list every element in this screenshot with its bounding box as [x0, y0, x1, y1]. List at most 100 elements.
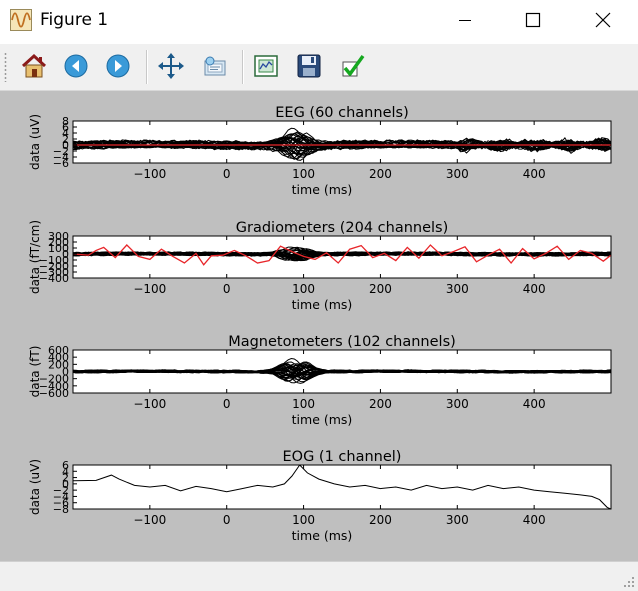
figure-canvas[interactable]: EEG (60 channels) −100 0 100 200 300 400 8 6 4 2 0−…: [0, 91, 638, 561]
y-tick-label: 0: [62, 139, 69, 152]
plot-area: [73, 244, 611, 266]
edit-parameters-button[interactable]: [336, 50, 368, 82]
navigation-toolbar: [0, 44, 638, 91]
y-tick-label: 4: [62, 465, 69, 478]
y-tick-label: −8: [53, 503, 69, 516]
x-tick-label: 0: [223, 282, 231, 296]
y-tick-label: −200: [39, 260, 69, 273]
axes-frame: [72, 464, 612, 510]
y-tick-label: 400: [48, 351, 69, 364]
x-tick-label: 100: [292, 282, 315, 296]
x-tick-label: 200: [369, 513, 392, 527]
axes-frame: [72, 120, 612, 164]
channel-trace: [73, 132, 611, 151]
maximize-icon: [525, 12, 541, 28]
window-titlebar: Figure 1: [0, 0, 638, 44]
subplot-title: EEG (60 channels): [275, 105, 408, 121]
x-tick-label: 400: [523, 282, 546, 296]
subplot-title: EOG (1 channel): [283, 449, 402, 465]
y-tick-label: 0: [62, 366, 69, 379]
x-tick-label: −100: [133, 282, 166, 296]
x-tick-label: −100: [133, 513, 166, 527]
y-tick-label: −4: [53, 490, 69, 503]
channel-trace: [73, 366, 611, 374]
home-icon: [21, 53, 47, 78]
x-tick-label: 0: [223, 513, 231, 527]
minimize-icon: [459, 20, 471, 21]
y-tick-label: −200: [39, 373, 69, 386]
x-tick-label: −100: [133, 167, 166, 181]
x-tick-label: −100: [133, 397, 166, 411]
axes-background: [73, 236, 611, 278]
forward-arrow-icon: [106, 54, 130, 78]
save-button[interactable]: [293, 50, 325, 82]
x-tick-label: 200: [369, 397, 392, 411]
checkmark-icon: [342, 54, 365, 77]
highlight-trace: [73, 244, 611, 266]
axes-frame: [72, 235, 612, 279]
subplot-2: Gradiometers (204 channels)−100 0 100 200 30…: [28, 220, 612, 312]
eog-trace: [73, 465, 611, 509]
back-button[interactable]: [60, 50, 92, 82]
toolbar-grip[interactable]: [4, 52, 7, 82]
close-icon: [595, 12, 611, 28]
y-tick-label: 0: [62, 248, 69, 261]
pan-arrows-icon: [158, 53, 184, 79]
plot-area: [73, 465, 611, 509]
y-tick-label: 0: [62, 478, 69, 491]
y-tick-label: 8: [62, 115, 69, 128]
y-tick-label: 100: [48, 242, 69, 255]
status-bar: [0, 561, 638, 591]
y-tick-label: −2: [53, 145, 69, 158]
x-axis-label: time (ms): [292, 182, 353, 197]
home-button[interactable]: [18, 50, 50, 82]
x-axis-label: time (ms): [292, 412, 353, 427]
y-tick-label: −2: [53, 484, 69, 497]
minimize-button[interactable]: [442, 0, 488, 40]
y-tick-label: −400: [39, 272, 69, 285]
x-tick-label: 300: [446, 167, 469, 181]
x-tick-label: 400: [523, 167, 546, 181]
y-axis-label: data (uV): [28, 114, 42, 170]
y-tick-label: −100: [39, 254, 69, 267]
close-button[interactable]: [580, 0, 626, 40]
x-tick-label: 100: [292, 167, 315, 181]
y-axis-label: data (fT): [28, 346, 42, 398]
forward-button[interactable]: [102, 50, 134, 82]
zoom-button[interactable]: [199, 50, 231, 82]
y-tick-label: −4: [53, 151, 69, 164]
maximize-button[interactable]: [510, 0, 556, 40]
x-tick-label: 0: [223, 167, 231, 181]
zoom-rect-icon: [204, 56, 226, 76]
y-tick-label: 300: [48, 230, 69, 243]
y-tick-label: 2: [62, 472, 69, 485]
y-tick-label: −400: [39, 380, 69, 393]
x-tick-label: 300: [446, 282, 469, 296]
pan-button[interactable]: [155, 50, 187, 82]
x-tick-label: 300: [446, 397, 469, 411]
plot-area: [73, 357, 611, 384]
matplotlib-figure-icon: [10, 9, 32, 31]
plot-area: [73, 127, 611, 161]
x-tick-label: 100: [292, 397, 315, 411]
x-tick-label: 400: [523, 513, 546, 527]
x-axis-label: time (ms): [292, 528, 353, 543]
x-tick-label: 300: [446, 513, 469, 527]
toolbar-separator: [146, 50, 148, 84]
figure-svg: EEG (60 channels)−100 0 100 200 300 40086420−…: [28, 105, 612, 543]
subplot-title: Magnetometers (102 channels): [228, 334, 456, 350]
y-axis-label: data (uV): [28, 459, 42, 515]
window-title: Figure 1: [40, 10, 109, 30]
save-disk-icon: [297, 54, 321, 78]
y-tick-label: 200: [48, 236, 69, 249]
y-tick-label: 600: [48, 344, 69, 357]
resize-grip-icon[interactable]: [623, 576, 635, 588]
y-tick-label: 6: [62, 121, 69, 134]
subplot-4: EOG (1 channel)−100 0 100 200 300 4006420−2−4…: [28, 449, 612, 543]
y-tick-label: −6: [53, 497, 69, 510]
y-tick-label: 4: [62, 127, 69, 140]
subplots-button[interactable]: [250, 50, 282, 82]
y-tick-label: −6: [53, 157, 69, 170]
y-axis-label: data (fT/cm): [28, 220, 42, 294]
x-tick-label: 200: [369, 167, 392, 181]
